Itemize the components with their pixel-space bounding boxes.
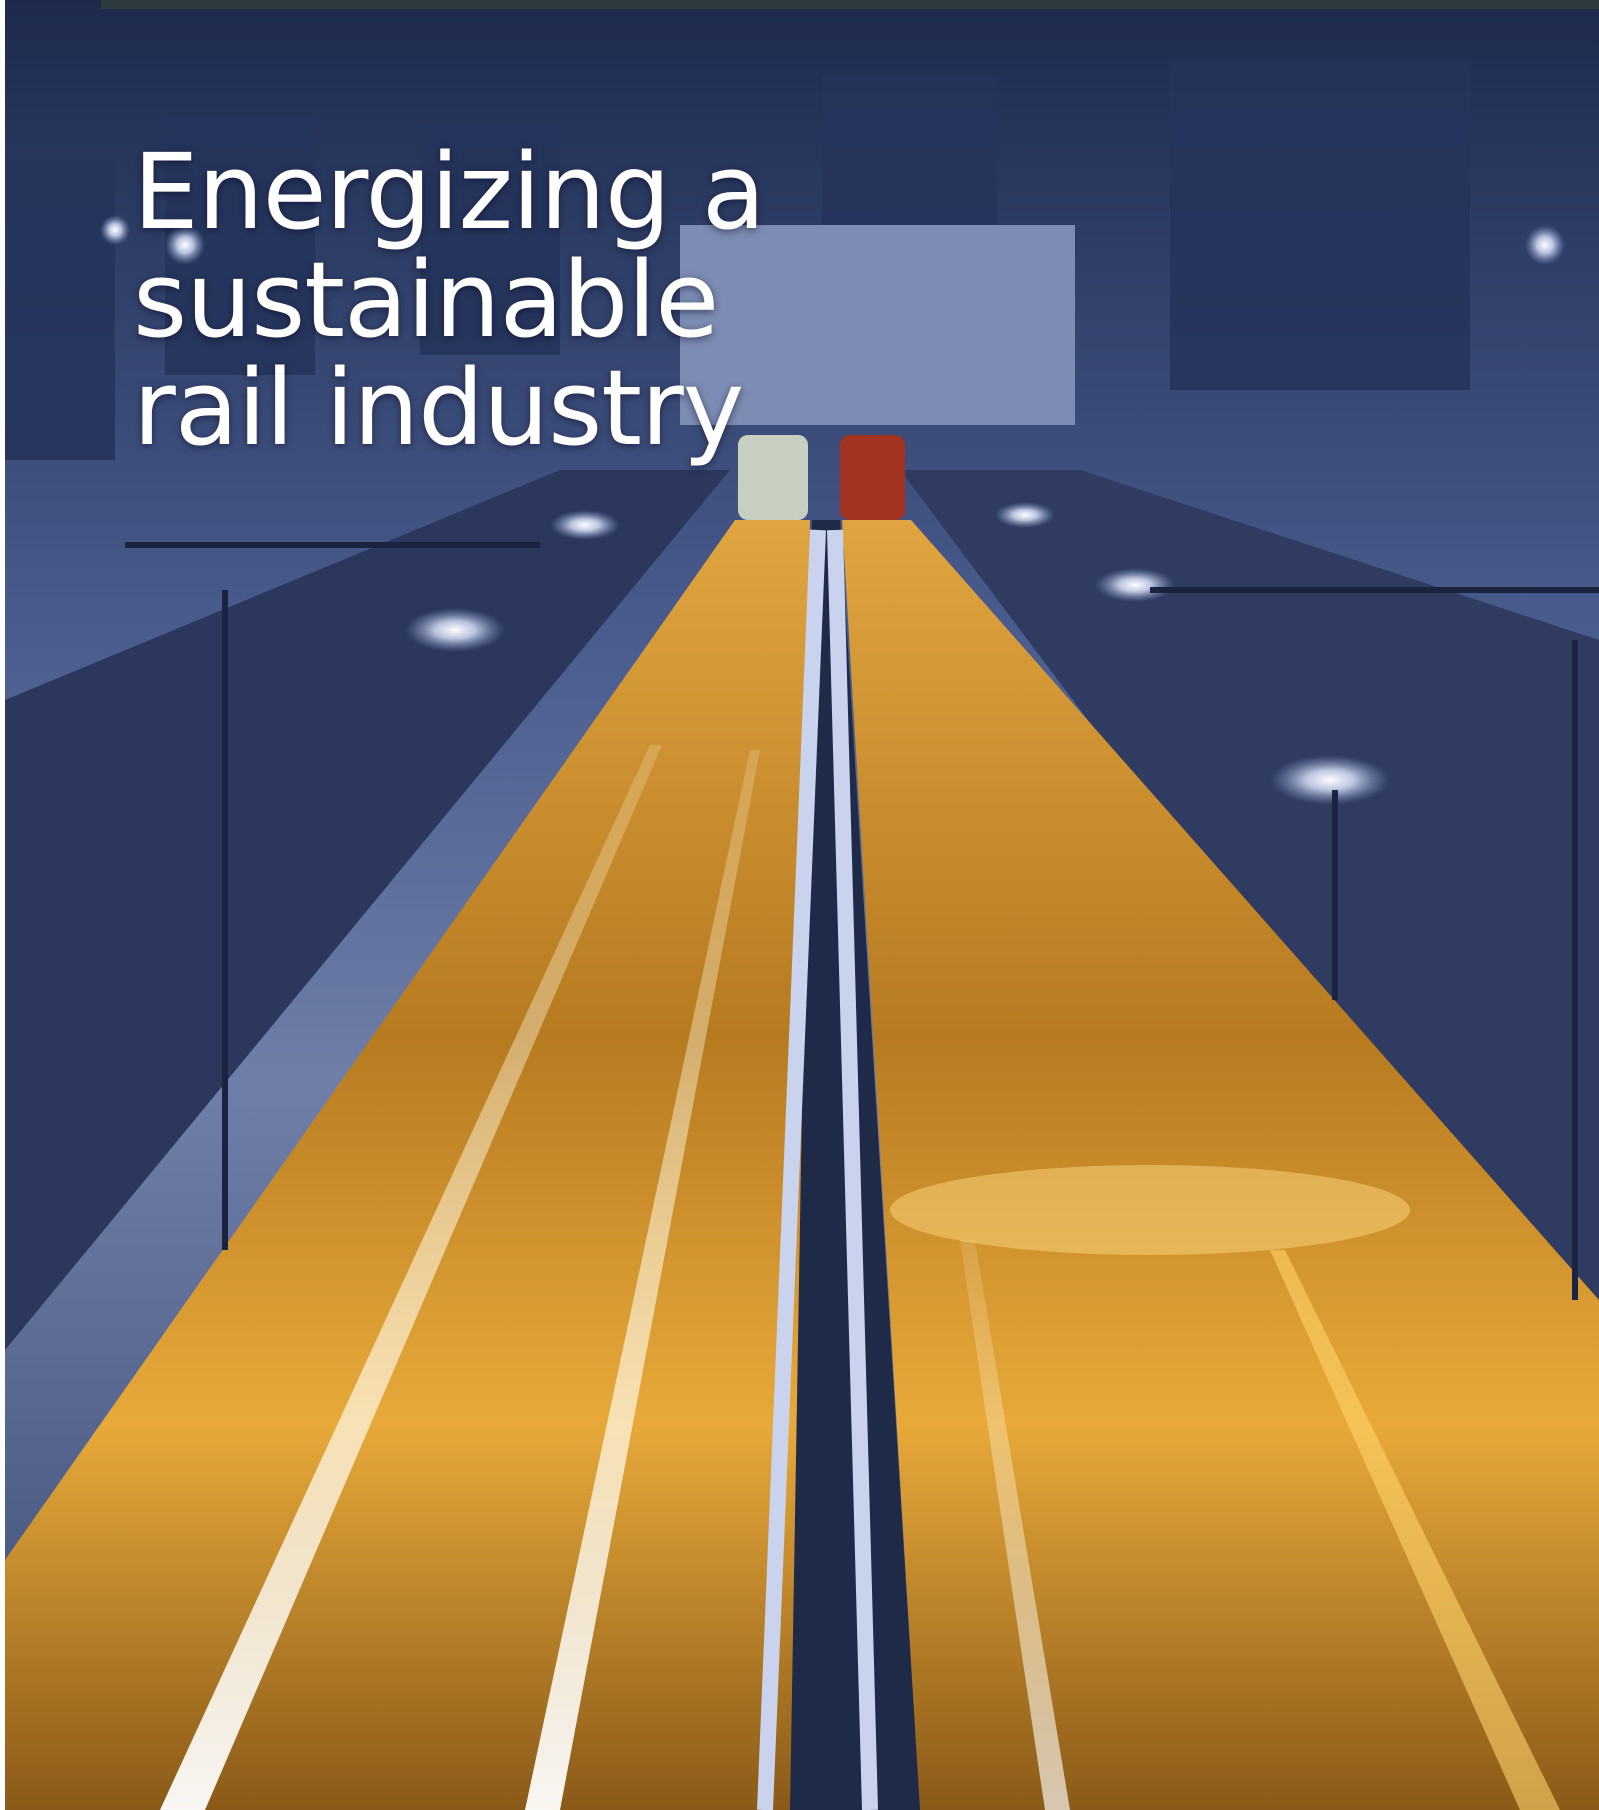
cover-page: Energizing a sustainable rail industry (… [0,0,1599,1810]
cover-title: Energizing a sustainable rail industry [133,138,765,462]
title-line: Energizing a [133,138,765,246]
title-line: sustainable [133,246,765,354]
title-line: rail industry [133,354,765,462]
